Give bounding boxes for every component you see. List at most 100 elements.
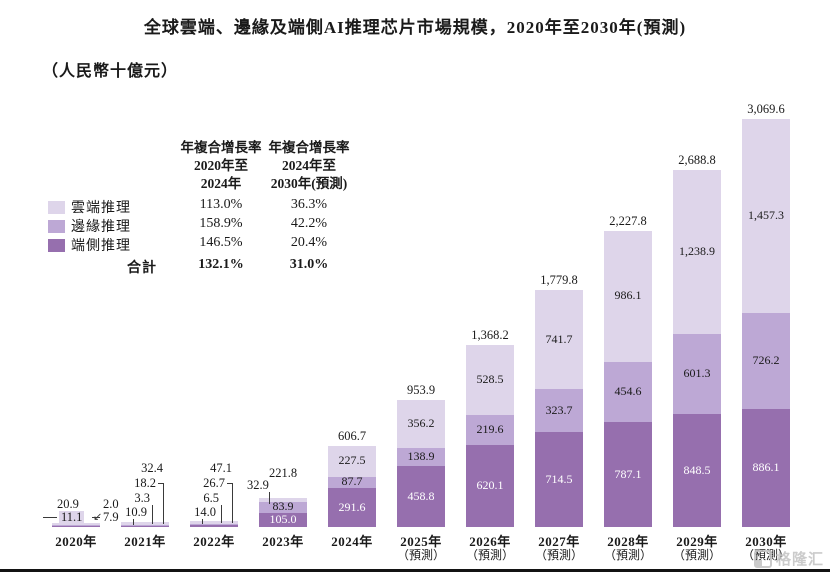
cagr-header-2020-2024: 年複合增長率 2020年至 2024年 [166, 139, 276, 193]
bar-segment-cloud [52, 523, 100, 525]
bar-segment-edge [604, 361, 652, 423]
bar-segment-device [121, 525, 169, 527]
cagr-value: 146.5% [199, 235, 243, 250]
bar-segment-edge [673, 334, 721, 415]
x-axis-label: 2025年 [400, 534, 442, 549]
bar-segment-device [328, 488, 376, 527]
edge-value-label: 87.7 [341, 474, 363, 489]
device-value-label: 10.9 [125, 505, 147, 519]
cloud-value-label: 227.5 [338, 453, 366, 468]
bar-segment-edge [742, 312, 790, 410]
device-value-label: 458.8 [407, 488, 435, 503]
bar-segment-edge [535, 389, 583, 433]
leader-line [158, 483, 163, 484]
device-value-label: 714.5 [545, 471, 573, 486]
edge-value-label: 219.6 [476, 421, 504, 436]
bar-segment-edge [190, 524, 238, 526]
cagr-value: 42.2% [290, 216, 328, 231]
bar-segment-device [742, 409, 790, 527]
bar-segment-device [259, 513, 307, 527]
leader-line [269, 491, 270, 504]
cagr-value: 36.3% [290, 197, 328, 212]
watermark: 格隆汇 [753, 548, 824, 569]
x-axis-label: 2020年 [55, 534, 97, 549]
cagr-header-line: 2030年(預測) [270, 176, 348, 191]
total-value-label: 2,688.8 [678, 152, 716, 167]
edge-value-label: 601.3 [683, 366, 711, 381]
bar-segment-device [535, 432, 583, 527]
bar-segment-device [190, 525, 238, 527]
legend-item-cloud: 雲端推理 [48, 197, 131, 217]
x-axis-label: 2021年 [124, 534, 166, 549]
callout-arrow-icon: ↙ [93, 510, 103, 523]
cloud-value-label: 1,238.9 [679, 243, 715, 258]
bar-segment-edge [259, 501, 307, 514]
x-axis-label: 2028年 [607, 534, 649, 549]
cloud-value-label: 741.7 [545, 331, 573, 346]
cloud-value-label: 986.1 [614, 288, 642, 303]
bottom-rule [0, 569, 830, 572]
edge-value-label: 83.9 [272, 499, 294, 514]
cloud-value-label: 11.1 [59, 510, 85, 524]
total-value-label: 606.7 [337, 429, 367, 444]
gelonghui-logo-icon [753, 549, 772, 568]
bar-segment-cloud [604, 230, 652, 362]
legend-total-label: 合計 [127, 261, 157, 276]
cagr-header-line: 2020年至 [194, 158, 248, 173]
device-value-label: 620.1 [476, 477, 504, 492]
bar-segment-device [673, 414, 721, 527]
edge-value-label: 6.5 [203, 491, 219, 505]
leader-line [152, 505, 153, 525]
device-value-label: 291.6 [338, 499, 366, 514]
edge-value-label: 2.0 [103, 497, 119, 511]
bar-segment-cloud [328, 446, 376, 477]
cloud-swatch-icon [48, 200, 65, 214]
x-axis-label: 2023年 [262, 534, 304, 549]
x-axis-label: 2027年 [538, 534, 580, 549]
total-value-label: 953.9 [406, 383, 436, 398]
device-value-label: 7.9 [103, 510, 119, 524]
bar-segment-cloud [535, 290, 583, 389]
leader-line [133, 519, 134, 526]
legend-item-label: 雲端推理 [71, 201, 131, 216]
device-swatch-icon [48, 238, 65, 252]
chart-unit-label: （人民幣十億元） [42, 63, 179, 80]
total-value-label: 221.8 [268, 465, 298, 480]
bar-segment-cloud [466, 345, 514, 416]
x-axis-forecast-note: （預測） [396, 548, 445, 562]
edge-value-label: 323.7 [545, 402, 573, 417]
bar-segment-cloud [673, 169, 721, 335]
leader-line [43, 517, 57, 518]
cagr-header-line: 年複合增長率 [180, 140, 262, 155]
cagr-header-line: 2024年至 [282, 158, 336, 173]
x-axis-label: 2030年 [745, 534, 787, 549]
x-axis-forecast-note: （預測） [534, 548, 583, 562]
device-value-label: 14.0 [194, 505, 216, 519]
total-value-label: 2,227.8 [609, 213, 647, 228]
cagr-header-line: 2024年 [200, 176, 242, 191]
device-value-label: 848.5 [683, 462, 711, 477]
bar-segment-cloud [259, 497, 307, 502]
total-value-label: 1,779.8 [540, 273, 578, 288]
edge-swatch-icon [48, 219, 65, 233]
total-value-label: 3,069.6 [747, 102, 785, 117]
legend-item-label: 端側推理 [71, 239, 131, 254]
total-value-label: 1,368.2 [471, 328, 509, 343]
device-value-label: 787.1 [614, 466, 642, 481]
edge-value-label: 726.2 [752, 352, 780, 367]
bar-segment-edge [52, 524, 100, 526]
leader-line [227, 483, 232, 484]
cloud-value-label: 528.5 [476, 372, 504, 387]
leader-line [221, 505, 222, 523]
device-value-label: 105.0 [269, 512, 297, 527]
total-value-label: 32.4 [141, 461, 163, 475]
bar-segment-device [466, 444, 514, 527]
bar-segment-edge [466, 415, 514, 445]
cagr-total-value: 31.0% [289, 257, 329, 272]
total-value-label: 20.9 [57, 497, 79, 511]
cloud-value-label: 32.9 [247, 477, 269, 492]
bar-segment-cloud [397, 400, 445, 448]
legend-item-label: 邊緣推理 [71, 220, 131, 235]
x-axis-label: 2024年 [331, 534, 373, 549]
